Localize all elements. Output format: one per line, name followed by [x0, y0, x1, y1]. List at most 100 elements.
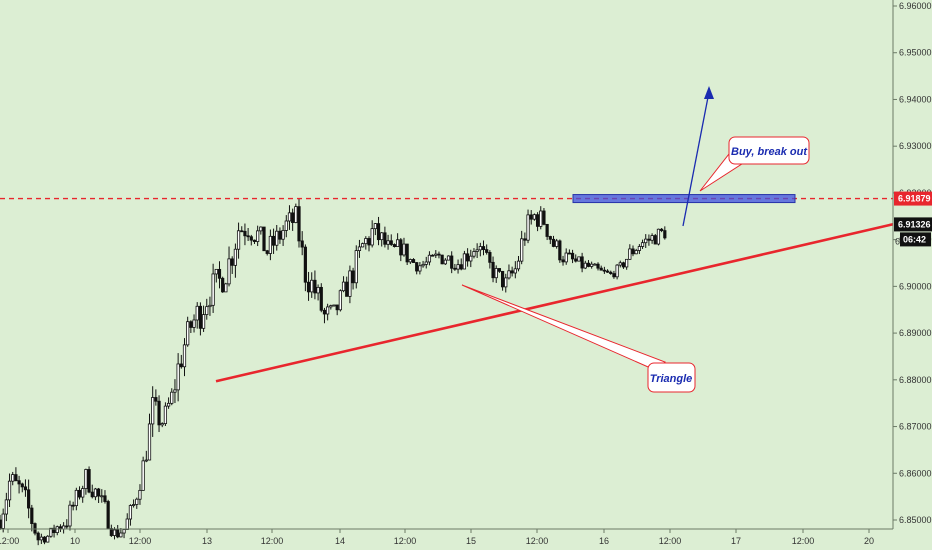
- candle-body: [574, 258, 578, 262]
- candle-body: [631, 248, 635, 255]
- candle-body: [625, 258, 629, 268]
- candle-body: [396, 239, 400, 247]
- candle-body: [294, 206, 298, 223]
- candle-body: [370, 228, 374, 246]
- candle-body: [513, 268, 517, 274]
- candle-body: [198, 305, 202, 329]
- x-tick-label: 10: [70, 536, 80, 546]
- candle-body: [265, 250, 269, 254]
- candle-body: [392, 244, 397, 247]
- x-tick-label: 14: [335, 536, 345, 546]
- y-tick-label: 6.94000: [899, 94, 932, 104]
- candle-body: [122, 529, 126, 534]
- candle-body: [138, 489, 142, 500]
- triangle-callout-box[interactable]: [647, 362, 696, 393]
- candle-body: [376, 223, 381, 241]
- candle-body: [230, 258, 234, 266]
- candle-body: [90, 491, 94, 498]
- current-price-text: 6.91326: [898, 219, 931, 229]
- candle-body: [535, 214, 540, 227]
- candle-body: [453, 267, 457, 270]
- candle-body: [74, 489, 78, 507]
- candle-body: [52, 527, 56, 534]
- candle-body: [500, 270, 505, 288]
- candle-body: [77, 489, 82, 498]
- candle-body: [291, 212, 295, 223]
- candle-body: [621, 262, 626, 268]
- x-tick-label: 12:00: [526, 536, 549, 546]
- candle-body: [1, 513, 5, 529]
- candle-body: [33, 523, 37, 534]
- candle-body: [205, 306, 209, 316]
- candle-body: [520, 238, 524, 262]
- candle-body: [637, 246, 641, 251]
- candle-body: [564, 252, 568, 263]
- rising-trendline[interactable]: [215, 222, 894, 383]
- candle-body: [507, 270, 511, 279]
- candle-body: [338, 290, 342, 311]
- candle-body: [116, 529, 120, 538]
- y-tick-label: 6.96000: [899, 1, 932, 11]
- candle-body: [523, 238, 527, 241]
- y-tick-label: 6.87000: [899, 422, 932, 432]
- candle-body: [176, 363, 180, 391]
- candle-body: [106, 501, 110, 529]
- candle-body: [446, 255, 451, 261]
- candle-body: [166, 402, 171, 407]
- arrow-head-icon: [704, 86, 714, 99]
- candle-body: [7, 480, 12, 501]
- candle-body: [415, 262, 419, 272]
- candle-body: [55, 526, 59, 534]
- candle-body: [300, 240, 304, 248]
- candle-body: [612, 273, 616, 278]
- candle-body: [243, 230, 247, 237]
- candle-body: [532, 214, 537, 220]
- candle-body: [236, 230, 241, 250]
- candle-body: [596, 263, 600, 269]
- buy-callout-box[interactable]: [728, 136, 810, 165]
- candle-body: [609, 271, 613, 274]
- candle-body: [465, 253, 470, 262]
- candle-body: [262, 226, 266, 252]
- candle-body: [450, 255, 454, 269]
- candle-body: [182, 344, 187, 368]
- breakout-arrow-line[interactable]: [682, 91, 710, 227]
- candle-body: [434, 253, 438, 256]
- candle-body: [545, 223, 549, 237]
- candle-body: [20, 483, 24, 488]
- candle-body: [119, 532, 123, 538]
- candle-body: [275, 230, 279, 246]
- x-tick-label: 20: [864, 536, 874, 546]
- candle-body: [103, 495, 107, 502]
- candle-body: [27, 489, 31, 509]
- candle-body: [640, 242, 645, 247]
- breakout-zone[interactable]: [572, 194, 796, 204]
- candle-body: [539, 210, 543, 227]
- candle-body: [17, 480, 21, 485]
- x-tick-label: 17: [731, 536, 741, 546]
- candle-body: [405, 243, 409, 263]
- buy-callout-text: Buy, break out: [731, 146, 808, 158]
- candle-body: [36, 532, 40, 541]
- candle-body: [590, 263, 594, 267]
- candle-body: [189, 321, 193, 328]
- candle-body: [586, 262, 591, 267]
- price-axis-panel[interactable]: [893, 0, 932, 550]
- candle-body: [357, 246, 362, 251]
- candle-body: [160, 423, 164, 426]
- candle-body: [644, 238, 648, 244]
- candle-body: [335, 304, 339, 311]
- y-tick-label: 6.93000: [899, 141, 932, 151]
- candle-body: [459, 264, 463, 270]
- candle-body: [383, 232, 387, 245]
- candle-body: [278, 230, 282, 240]
- candle-body: [256, 230, 260, 242]
- candle-body: [475, 249, 479, 252]
- candle-body: [418, 265, 422, 272]
- y-tick-label: 6.90000: [899, 281, 932, 291]
- candle-body: [233, 248, 237, 266]
- candle-body: [437, 253, 441, 256]
- candle-body: [380, 232, 384, 241]
